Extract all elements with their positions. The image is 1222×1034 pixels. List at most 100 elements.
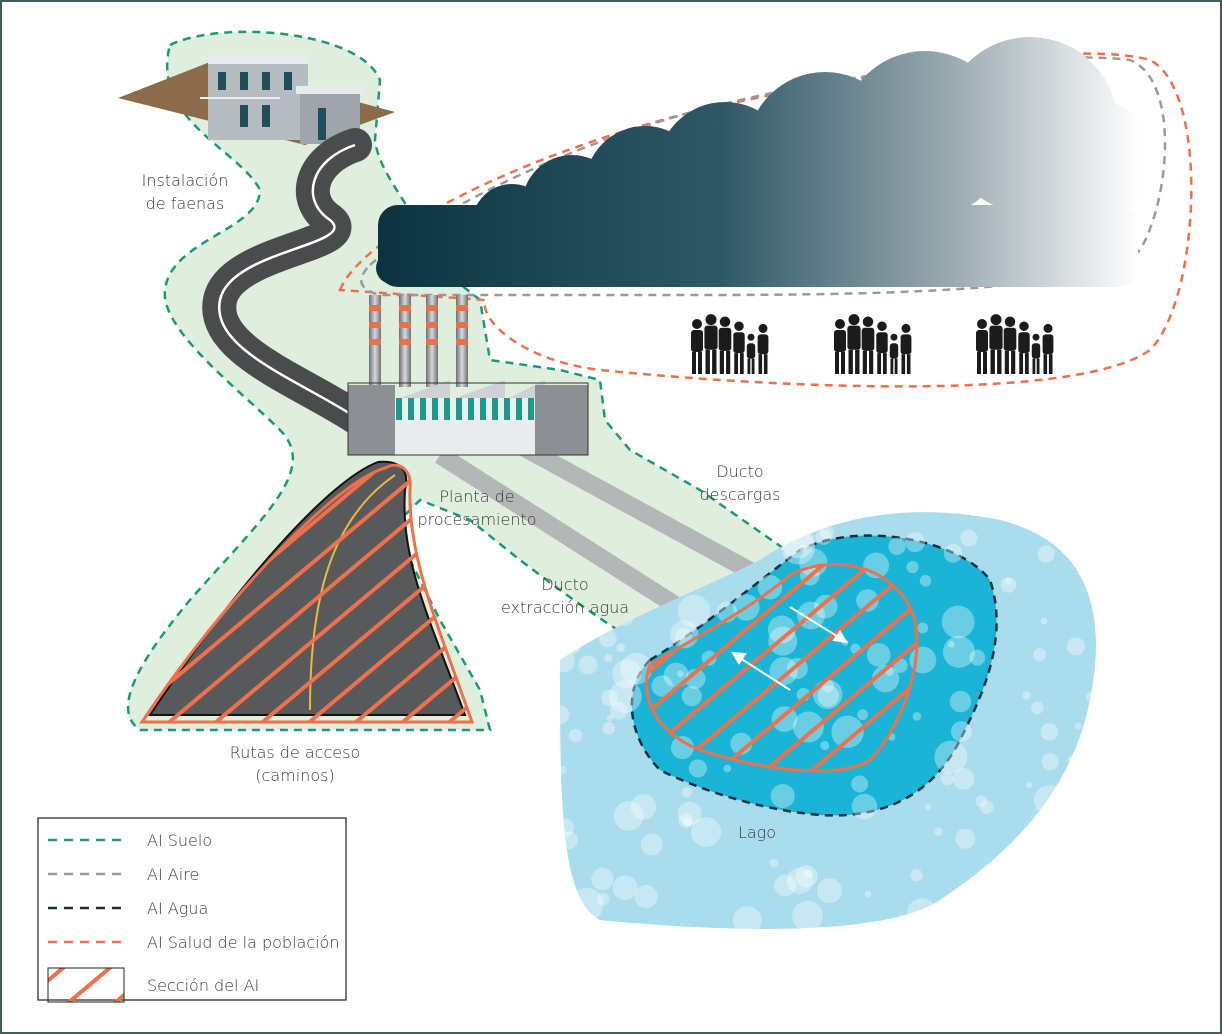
bubble <box>969 649 986 666</box>
bubble <box>560 765 567 775</box>
person-leg <box>1019 353 1024 374</box>
person-body <box>1018 332 1030 354</box>
bubble <box>732 906 762 929</box>
bubble <box>677 594 711 628</box>
chimney-band <box>456 305 468 311</box>
bubble <box>910 869 923 882</box>
bubble <box>1074 722 1082 730</box>
bubble <box>792 900 823 929</box>
person-leg <box>712 349 717 374</box>
bubble <box>960 529 978 547</box>
person-leg <box>763 354 768 374</box>
bubble <box>786 867 813 894</box>
chimney-band <box>456 339 468 345</box>
person-leg <box>977 352 981 374</box>
bubble <box>1037 545 1055 563</box>
bubble <box>620 652 653 685</box>
chimney-band <box>426 339 438 345</box>
person-leg <box>841 352 845 374</box>
chimney-band <box>426 305 438 311</box>
legend-swatch <box>47 967 125 1003</box>
chimney-band <box>426 322 438 328</box>
person-head <box>758 323 768 333</box>
chimney-band <box>399 305 411 311</box>
person-body <box>989 325 1003 350</box>
bubble <box>912 712 922 721</box>
legend-label: AI Salud de la población <box>147 933 339 952</box>
bubble <box>596 892 610 906</box>
legend-label: Sección del AI <box>147 976 259 995</box>
person-head <box>835 319 845 329</box>
bubble <box>640 833 663 856</box>
person-body <box>1003 327 1017 351</box>
health-area <box>338 52 1193 388</box>
label: Ducto <box>716 462 763 481</box>
person-head <box>862 316 874 328</box>
chimney-band <box>369 339 381 345</box>
person-leg <box>855 349 860 374</box>
person-leg <box>983 352 987 374</box>
bubble <box>1031 701 1044 715</box>
bubble <box>905 532 925 553</box>
person-body <box>834 330 846 352</box>
bubble <box>682 817 693 827</box>
bubble <box>1000 577 1017 593</box>
person-head <box>692 319 702 329</box>
people <box>691 314 1054 374</box>
bubble <box>1066 637 1085 656</box>
chimney-band <box>369 305 381 311</box>
person-body <box>733 332 745 354</box>
person-body <box>889 343 899 359</box>
house <box>200 55 364 144</box>
label: Rutas de acceso <box>230 743 361 762</box>
person-leg <box>848 349 853 374</box>
bubble <box>950 721 972 742</box>
bubble <box>578 655 598 675</box>
labels: Instalación de faenas Planta de procesamien… <box>142 171 781 842</box>
bubble <box>1026 781 1033 788</box>
person-head <box>890 333 898 341</box>
bubble <box>815 528 832 545</box>
person-body <box>1042 334 1054 355</box>
person-head <box>1004 316 1016 328</box>
person-leg <box>751 358 755 374</box>
person-leg <box>1024 353 1029 374</box>
person-head <box>1032 333 1040 341</box>
bubble <box>591 867 614 891</box>
bubble <box>677 801 702 826</box>
bubble <box>934 740 968 774</box>
bubble <box>816 878 842 904</box>
person-leg <box>906 354 911 374</box>
air-area <box>360 56 1167 297</box>
bubble <box>616 643 626 653</box>
smoke <box>376 37 1155 287</box>
bubble <box>952 768 975 790</box>
bubble <box>941 605 975 639</box>
person-body <box>691 330 703 352</box>
person-leg <box>901 354 906 374</box>
person-body <box>704 325 718 350</box>
person-leg <box>869 350 874 374</box>
label: procesamiento <box>417 510 536 529</box>
person-body <box>976 330 988 352</box>
person-leg <box>1036 358 1040 374</box>
legend-label: AI Suelo <box>147 831 212 850</box>
person-leg <box>862 350 867 374</box>
person-leg <box>1032 358 1036 374</box>
chimney-band <box>369 322 381 328</box>
person-head <box>719 316 731 328</box>
label: Lago <box>738 823 776 842</box>
bubble <box>612 659 642 689</box>
label: Planta de <box>439 487 514 506</box>
bubble <box>979 800 994 815</box>
bubble <box>678 813 694 829</box>
factory <box>347 380 589 456</box>
person-leg <box>1048 354 1053 374</box>
person-body <box>718 327 732 351</box>
label: Ducto <box>541 575 588 594</box>
bubble <box>919 575 932 587</box>
label: (caminos) <box>255 766 334 785</box>
person-leg <box>877 353 882 374</box>
bubble <box>1033 648 1047 662</box>
